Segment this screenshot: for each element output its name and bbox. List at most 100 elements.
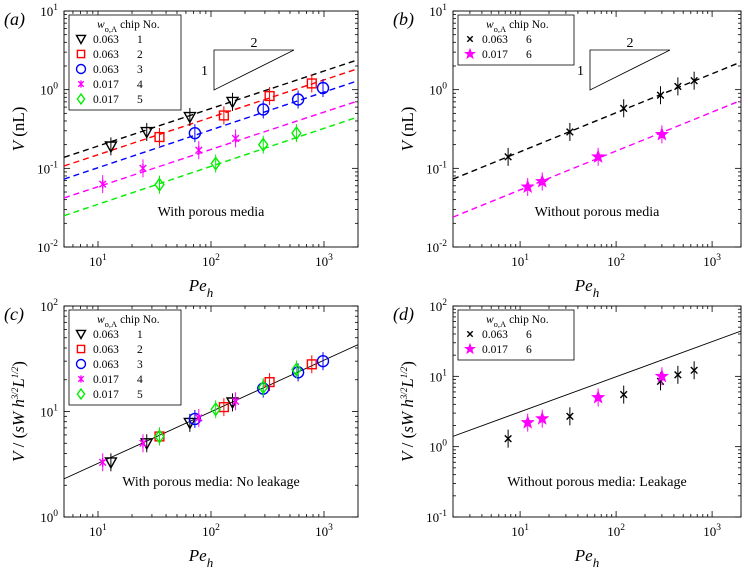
- legend-marker: [76, 92, 86, 106]
- legend-marker: [76, 344, 86, 354]
- annotation: With porous media: [158, 205, 266, 220]
- panel-a: 101 102 103 10-2 10-1 100 101 (a) Peh V (nL) With …: [4, 3, 359, 300]
- data-point: [619, 104, 628, 113]
- data-point: [674, 371, 682, 379]
- data-point: [520, 415, 535, 429]
- legend: wo,A chip No.0.063 6 0.017 6: [457, 14, 575, 66]
- data-point: [231, 134, 240, 143]
- legend-w-value: 0.063: [93, 329, 119, 341]
- x-tick-label: 102: [202, 523, 220, 539]
- data-point: [139, 438, 147, 448]
- series-fit-line: [64, 116, 358, 217]
- x-tick-label: 102: [607, 253, 625, 269]
- data-point: [195, 145, 203, 155]
- legend: wo,A chip No.0.063 10.063 20.063 30.017 40.0…: [68, 309, 182, 406]
- legend-chip-no: 1: [137, 329, 143, 341]
- y-axis-label: V (nL): [9, 107, 28, 152]
- y-axis-label: V / (sW h3/2L1/2): [9, 361, 28, 462]
- legend-header: wo,A chip No.: [486, 314, 549, 329]
- data-point: [225, 96, 240, 109]
- data-point: [619, 390, 628, 399]
- legend-w-value: 0.063: [93, 344, 119, 356]
- legend-header: wo,A chip No.: [97, 314, 160, 329]
- x-tick-label: 103: [703, 523, 721, 539]
- series-fit-line: [64, 80, 358, 180]
- axes-frame: [452, 10, 742, 248]
- slope-rise-label: 1: [577, 64, 584, 79]
- legend-chip-no: 6: [526, 344, 532, 356]
- legend-marker: [76, 387, 86, 401]
- y-tick-label: 10-1: [426, 160, 447, 176]
- series-fit-line: [453, 61, 741, 180]
- legend-chip-no: 3: [137, 64, 143, 76]
- legend-w-value: 0.017: [93, 94, 119, 106]
- x-tick-label: 103: [315, 523, 333, 539]
- y-tick-label: 102: [429, 298, 447, 314]
- legend-marker: [75, 63, 87, 75]
- data-point: [591, 390, 606, 404]
- data-point: [98, 457, 107, 467]
- legend-w-value: 0.017: [482, 49, 508, 61]
- axes-frame: [452, 305, 742, 518]
- legend-w-value: 0.063: [482, 329, 508, 341]
- y-tick-label: 101: [40, 404, 58, 420]
- legend-box: [457, 309, 575, 361]
- panel-label: (d): [393, 304, 414, 325]
- y-tick-label: 10-1: [37, 160, 58, 176]
- legend-marker: [466, 330, 474, 338]
- legend-marker: [75, 329, 87, 340]
- data-point: [306, 78, 317, 89]
- data-point: [291, 93, 305, 106]
- y-tick-label: 101: [40, 3, 58, 19]
- legend-chip-no: 6: [526, 49, 532, 61]
- plot-area: [453, 330, 741, 448]
- legend-w-value: 0.063: [93, 359, 119, 371]
- legend-chip-no: 5: [137, 94, 143, 106]
- y-axis-label-text: V / (sW h3/2L1/2): [398, 361, 417, 462]
- legend-chip-no: 6: [526, 34, 532, 46]
- data-point: [98, 179, 107, 189]
- legend-chip-no: 4: [137, 79, 143, 91]
- data-point: [291, 125, 302, 141]
- annotation: Without porous media: [535, 205, 660, 220]
- data-point: [218, 402, 229, 413]
- y-axis-label-text: V (nL): [398, 107, 417, 152]
- data-point: [566, 412, 574, 421]
- y-tick-label: 102: [40, 298, 58, 314]
- panel-d: 101 102 103 10-1 100 101 102 (d) Peh V / (sW h3/2…: [393, 298, 742, 570]
- x-tick-label: 103: [315, 253, 333, 269]
- data-point: [656, 91, 665, 100]
- legend-header: wo,A chip No.: [486, 19, 549, 34]
- y-tick-label: 101: [429, 368, 447, 384]
- y-tick-label: 100: [429, 82, 447, 98]
- legend-marker: [75, 358, 87, 370]
- legend-chip-no: 1: [137, 34, 143, 46]
- y-tick-label: 101: [429, 3, 447, 19]
- panel-c: 101 102 103 100 101 102 (c) Peh V / (sW h3/2L1/2…: [4, 298, 359, 570]
- data-point: [264, 376, 275, 388]
- data-point: [316, 354, 330, 368]
- legend-marker: [464, 47, 476, 60]
- legend-chip-no: 3: [137, 359, 143, 371]
- legend-chip-no: 2: [137, 344, 143, 356]
- x-axis-label: Peh: [188, 546, 213, 570]
- y-tick-label: 10-2: [37, 239, 58, 255]
- data-point: [566, 128, 574, 136]
- data-point: [195, 413, 203, 423]
- panel-label: (a): [4, 9, 25, 30]
- data-point: [316, 81, 330, 95]
- legend-w-value: 0.063: [482, 34, 508, 46]
- y-tick-label: 100: [40, 82, 58, 98]
- fit-line: [453, 330, 741, 437]
- legend-chip-no: 6: [526, 329, 532, 341]
- legend-chip-no: 4: [137, 374, 143, 386]
- data-point: [154, 131, 165, 143]
- slope-triangle: [213, 49, 295, 91]
- legend-box: [457, 14, 575, 66]
- annotation: Without porous media: Leakage: [507, 475, 686, 490]
- data-point: [535, 174, 550, 188]
- x-tick-label: 101: [89, 253, 107, 269]
- panel-label: (b): [393, 9, 414, 30]
- legend-marker: [464, 342, 476, 355]
